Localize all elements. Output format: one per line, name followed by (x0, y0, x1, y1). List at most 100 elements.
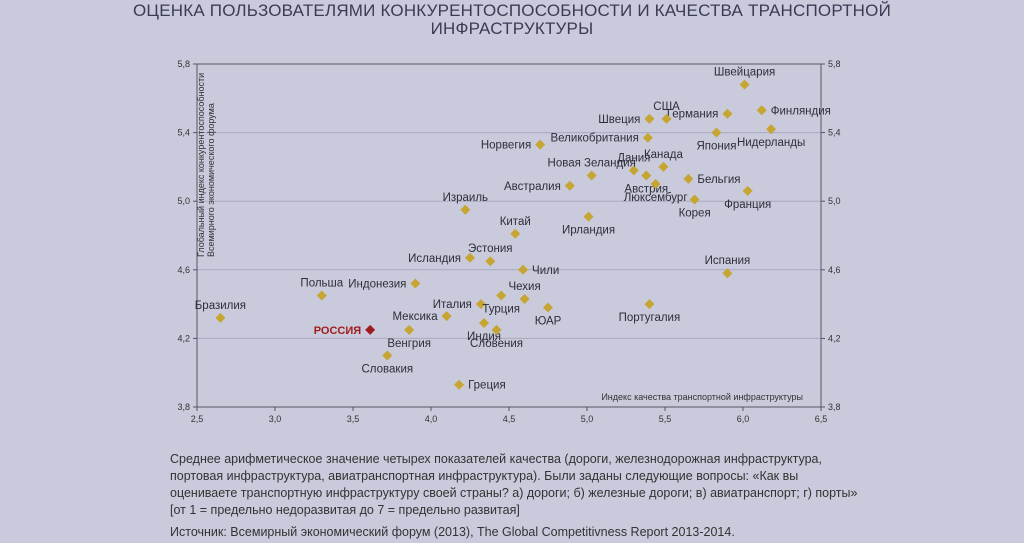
data-point (742, 185, 753, 196)
data-point (583, 211, 594, 222)
data-point-label: Бельгия (697, 174, 740, 186)
data-point (382, 350, 393, 361)
data-point (510, 228, 521, 239)
data-point-label: Словения (470, 338, 523, 350)
data-point (756, 105, 767, 116)
data-point-label: Нидерланды (737, 137, 805, 149)
data-point (628, 165, 639, 176)
data-point-label: Китай (500, 216, 531, 228)
data-point (722, 108, 733, 119)
x-tick-label: 5,5 (659, 414, 672, 424)
x-tick-label: 6,5 (815, 414, 828, 424)
y-tick-label-left: 4,6 (177, 265, 190, 275)
data-point (485, 256, 496, 267)
data-point (518, 264, 529, 275)
y-tick-label-right: 5,4 (828, 128, 841, 138)
data-point-label: Индия (467, 331, 501, 343)
data-point (475, 299, 486, 310)
chart-title-line-1: ОЦЕНКА ПОЛЬЗОВАТЕЛЯМИ КОНКУРЕНТОСПОСОБНО… (133, 1, 891, 20)
chart-title: ОЦЕНКА ПОЛЬЗОВАТЕЛЯМИ КОНКУРЕНТОСПОСОБНО… (0, 2, 1024, 38)
data-point (689, 194, 700, 205)
data-point (543, 302, 553, 313)
data-point-label: Польша (300, 278, 343, 290)
y-tick-label-left: 4,2 (177, 333, 190, 343)
y-axis-label-line-1: Глобальный индекс конкурентоспособности (196, 73, 206, 257)
y-tick-label-right: 5,8 (828, 59, 841, 69)
data-point (460, 204, 471, 215)
data-point-label: Канада (644, 149, 684, 161)
data-point-label: Италия (433, 299, 472, 311)
data-point-label: Бразилия (195, 300, 246, 312)
data-point-label: Швеция (598, 114, 640, 126)
x-tick-label: 4,0 (425, 414, 438, 424)
data-point-label: Австралия (504, 181, 561, 193)
data-point-label: Корея (679, 207, 711, 219)
data-point-label: Япония (697, 141, 737, 153)
data-point (586, 170, 597, 181)
data-point-label: Швейцария (714, 67, 775, 79)
data-point (410, 278, 421, 289)
data-point (519, 293, 530, 304)
data-point-label: Греция (468, 380, 506, 392)
data-point-label: Мексика (392, 311, 438, 323)
data-point (404, 324, 415, 335)
data-point (564, 180, 575, 191)
chart-source: Источник: Всемирный экономический форум … (170, 525, 735, 539)
data-point-label: Новая Зеландия (548, 157, 636, 169)
data-point-label: Венгрия (387, 338, 431, 350)
data-point-label: Великобритания (551, 133, 639, 145)
data-point (479, 317, 490, 328)
data-point (535, 139, 546, 150)
y-tick-label-right: 3,8 (828, 402, 841, 412)
data-point-label: РОССИЯ (314, 325, 362, 337)
x-tick-label: 3,5 (347, 414, 360, 424)
data-point (441, 311, 452, 322)
data-point (641, 170, 652, 181)
data-point-label: Турция (482, 304, 520, 316)
y-tick-label-right: 4,6 (828, 265, 841, 275)
data-point-label: США (653, 101, 680, 113)
chart-title-line-2: ИНФРАСТРУКТУРЫ (430, 19, 594, 38)
data-point (215, 312, 226, 323)
data-point-label: Франция (724, 199, 771, 211)
data-point-label: Люксембург (624, 192, 688, 204)
data-point-label: Эстония (468, 243, 513, 255)
data-point-highlight (365, 324, 376, 335)
data-point (711, 127, 722, 138)
data-point-label: Чили (532, 265, 559, 277)
data-point (739, 79, 750, 90)
data-point (496, 290, 507, 301)
data-point (661, 113, 672, 124)
data-point (316, 290, 327, 301)
data-point (644, 113, 655, 124)
data-point (454, 379, 465, 390)
data-point (650, 179, 661, 190)
axes: 3,8 3,8 4,2 4,2 4,6 4,6 5,0 5,0 5,4 5,4 5,8 5,8 2,5 3… (177, 59, 840, 424)
data-point-label: Индонезия (348, 279, 406, 291)
x-tick-label: 2,5 (191, 414, 204, 424)
y-tick-label-right: 4,2 (828, 333, 841, 343)
y-tick-label-left: 3,8 (177, 402, 190, 412)
x-tick-label: 4,5 (503, 414, 516, 424)
x-tick-label: 6,0 (737, 414, 750, 424)
grid-lines (197, 132, 821, 339)
data-point-label: Испания (705, 255, 751, 267)
y-tick-label-right: 5,0 (828, 196, 841, 206)
x-axis-label: Индекс качества транспортной инфраструкт… (601, 392, 803, 402)
y-tick-label-left: 5,0 (177, 196, 190, 206)
x-tick-label: 5,0 (581, 414, 594, 424)
scatter-chart: 3,8 3,8 4,2 4,2 4,6 4,6 5,0 5,0 5,4 5,4 5,8 5,8 2,5 3… (177, 59, 840, 424)
data-point (491, 324, 502, 335)
data-point (658, 161, 669, 172)
data-point-label: Дания (617, 152, 650, 164)
data-point-label: Чехия (508, 281, 540, 293)
data-point-label: ЮАР (535, 316, 562, 328)
data-point (644, 299, 655, 310)
data-point-label: Германия (667, 109, 719, 121)
data-point (465, 252, 475, 263)
data-point-label: Словакия (362, 364, 414, 376)
chart-notes: Среднее арифметическое значение четырех … (170, 452, 858, 517)
data-point-label: Израиль (443, 192, 488, 204)
data-point-label: Ирландия (562, 225, 615, 237)
